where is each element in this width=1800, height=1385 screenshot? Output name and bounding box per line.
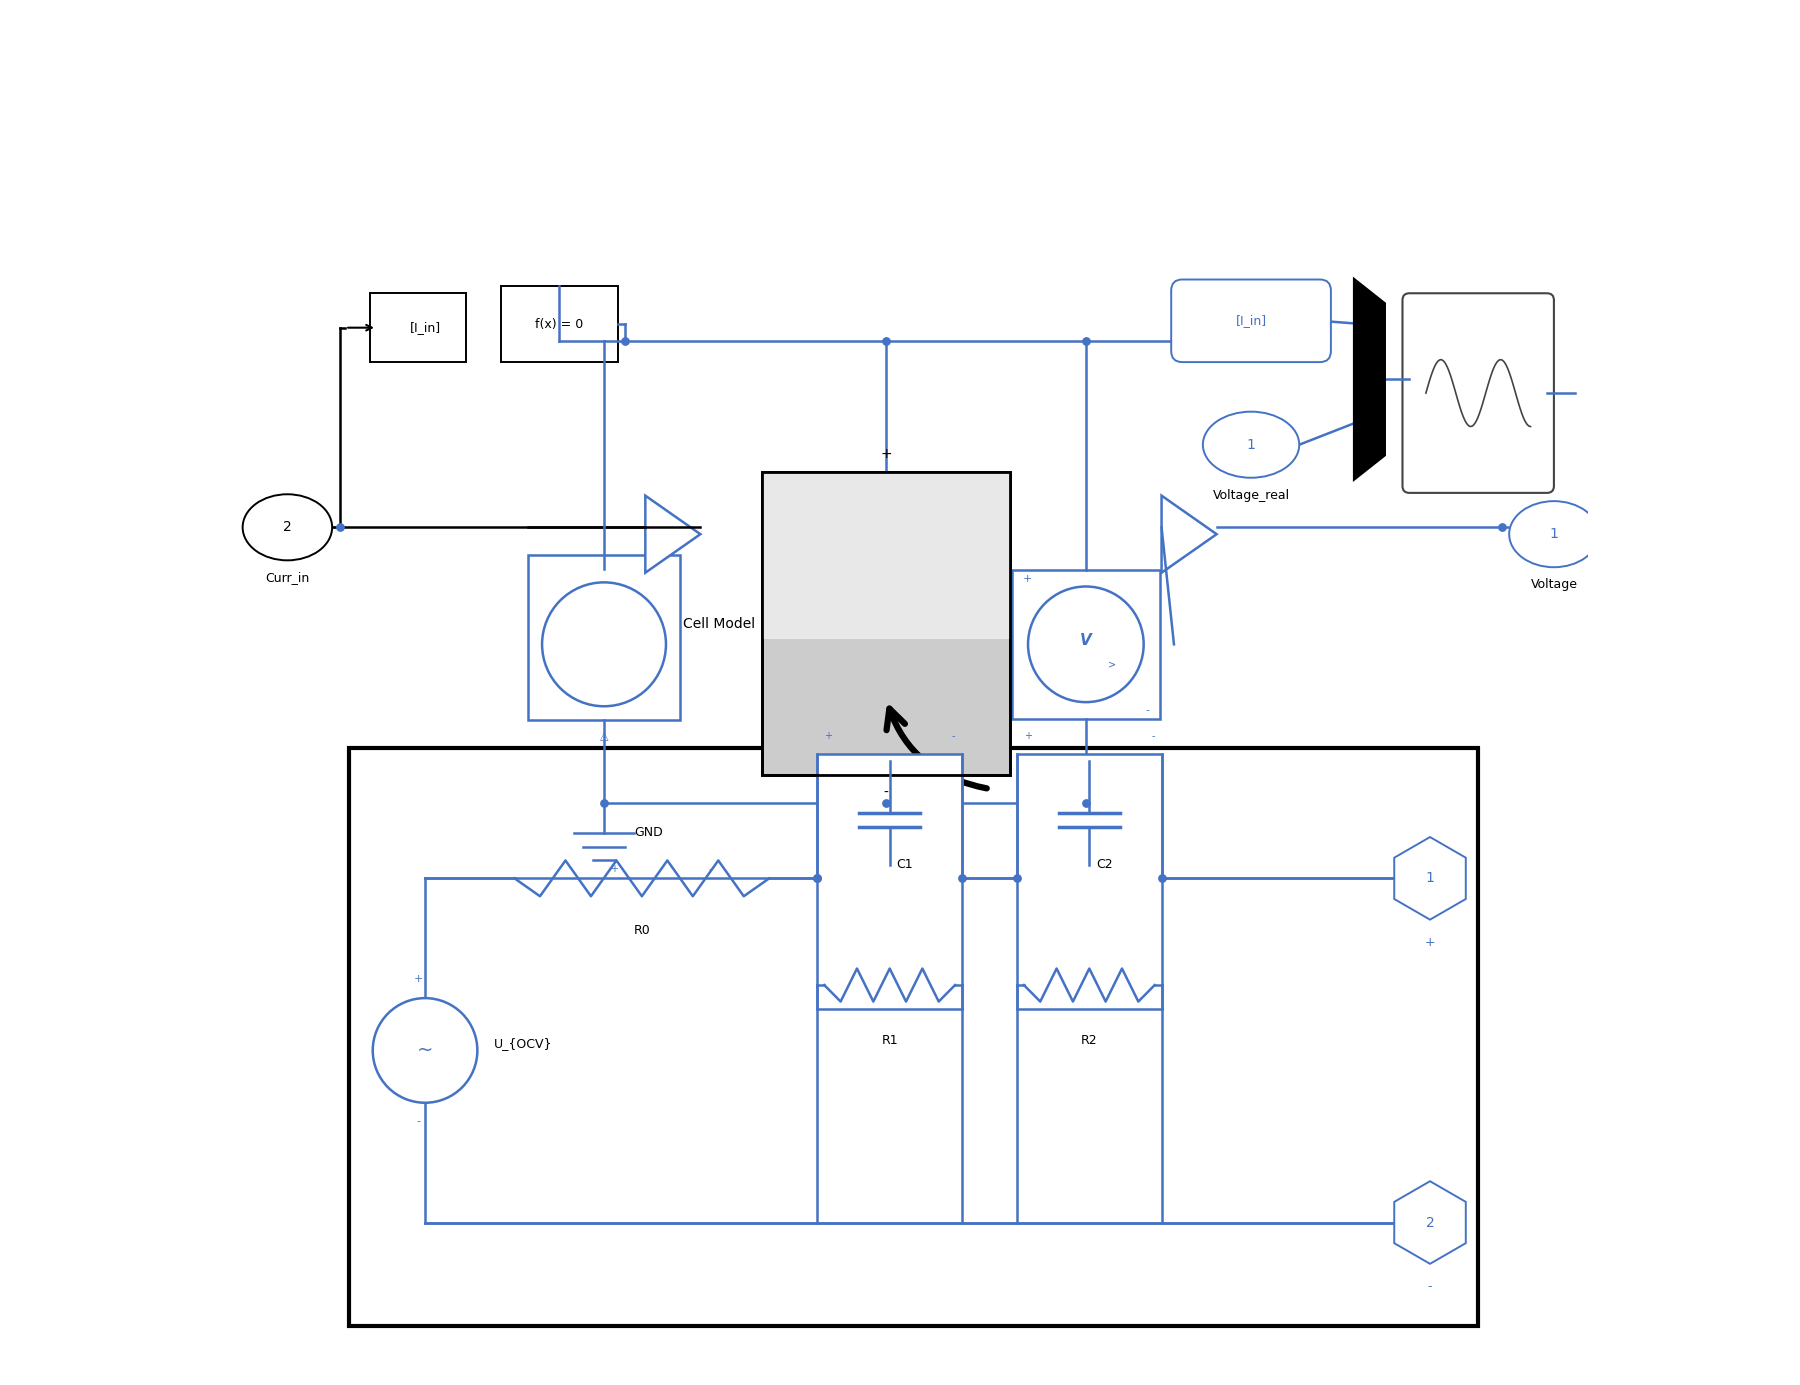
Text: +: + bbox=[1024, 731, 1031, 741]
Point bbox=[1071, 792, 1100, 814]
Text: 2: 2 bbox=[283, 521, 292, 535]
Polygon shape bbox=[1354, 280, 1384, 479]
Text: +: + bbox=[1022, 573, 1031, 583]
Text: △: △ bbox=[599, 731, 608, 741]
Bar bbox=[763, 472, 1010, 638]
Text: -: - bbox=[1427, 1280, 1433, 1294]
Text: 1: 1 bbox=[1550, 528, 1559, 542]
Text: +: + bbox=[414, 975, 423, 985]
Point bbox=[610, 331, 639, 353]
Text: [I_in]: [I_in] bbox=[1235, 314, 1267, 327]
Bar bbox=[817, 755, 961, 1010]
Text: 2: 2 bbox=[1426, 1216, 1435, 1230]
Text: Voltage: Voltage bbox=[1530, 578, 1577, 591]
Text: R0: R0 bbox=[634, 924, 650, 938]
Text: Voltage_real: Voltage_real bbox=[1213, 489, 1289, 501]
Bar bbox=[371, 294, 466, 361]
Text: -: - bbox=[1145, 705, 1148, 715]
Text: f(x) = 0: f(x) = 0 bbox=[535, 317, 583, 331]
Point bbox=[1003, 867, 1031, 889]
Polygon shape bbox=[1395, 837, 1465, 920]
Text: -: - bbox=[709, 864, 713, 874]
Text: -: - bbox=[952, 992, 956, 1001]
FancyBboxPatch shape bbox=[1402, 294, 1553, 493]
Bar bbox=[500, 287, 617, 361]
Polygon shape bbox=[1161, 496, 1217, 573]
Point bbox=[590, 792, 619, 814]
Text: V: V bbox=[1080, 633, 1093, 648]
Text: -: - bbox=[952, 731, 956, 741]
Text: 1: 1 bbox=[1426, 871, 1435, 885]
Text: +: + bbox=[880, 447, 893, 461]
Text: +: + bbox=[824, 731, 832, 741]
Bar bbox=[763, 472, 1010, 776]
Circle shape bbox=[373, 999, 477, 1102]
Point bbox=[871, 331, 900, 353]
FancyBboxPatch shape bbox=[1172, 280, 1330, 361]
Ellipse shape bbox=[1202, 411, 1300, 478]
Text: GND: GND bbox=[634, 827, 662, 839]
Circle shape bbox=[542, 582, 666, 706]
Text: 1: 1 bbox=[1247, 438, 1255, 452]
Text: U_{OCV}: U_{OCV} bbox=[493, 1037, 553, 1050]
Point bbox=[947, 867, 976, 889]
Ellipse shape bbox=[243, 494, 333, 561]
Polygon shape bbox=[646, 496, 700, 573]
Text: >: > bbox=[1107, 659, 1116, 669]
Point bbox=[1487, 517, 1516, 539]
Bar bbox=[1017, 755, 1161, 1010]
Text: R2: R2 bbox=[1082, 1033, 1098, 1047]
Text: -: - bbox=[416, 1116, 419, 1126]
Circle shape bbox=[1028, 586, 1143, 702]
Point bbox=[803, 867, 832, 889]
Bar bbox=[763, 472, 1010, 776]
Point bbox=[871, 792, 900, 814]
Text: -: - bbox=[884, 787, 889, 801]
Text: ~: ~ bbox=[418, 1042, 434, 1060]
Point bbox=[326, 517, 355, 539]
Text: +: + bbox=[1024, 992, 1031, 1001]
Text: Cell Model: Cell Model bbox=[684, 616, 756, 630]
Bar bbox=[349, 748, 1478, 1325]
Text: +: + bbox=[610, 864, 619, 874]
Text: [I_in]: [I_in] bbox=[409, 321, 441, 334]
Point bbox=[803, 867, 832, 889]
Text: -: - bbox=[1152, 992, 1154, 1001]
Bar bbox=[1012, 571, 1161, 719]
Point bbox=[1071, 331, 1100, 353]
Text: C2: C2 bbox=[1096, 859, 1112, 871]
Bar bbox=[529, 555, 680, 720]
Polygon shape bbox=[1395, 1181, 1465, 1265]
Text: C1: C1 bbox=[896, 859, 913, 871]
Ellipse shape bbox=[1508, 501, 1598, 568]
Text: R1: R1 bbox=[882, 1033, 898, 1047]
Text: -: - bbox=[1152, 731, 1154, 741]
Text: Curr_in: Curr_in bbox=[265, 572, 310, 584]
Point bbox=[1147, 867, 1175, 889]
Text: +: + bbox=[824, 992, 832, 1001]
Text: +: + bbox=[1426, 936, 1435, 949]
